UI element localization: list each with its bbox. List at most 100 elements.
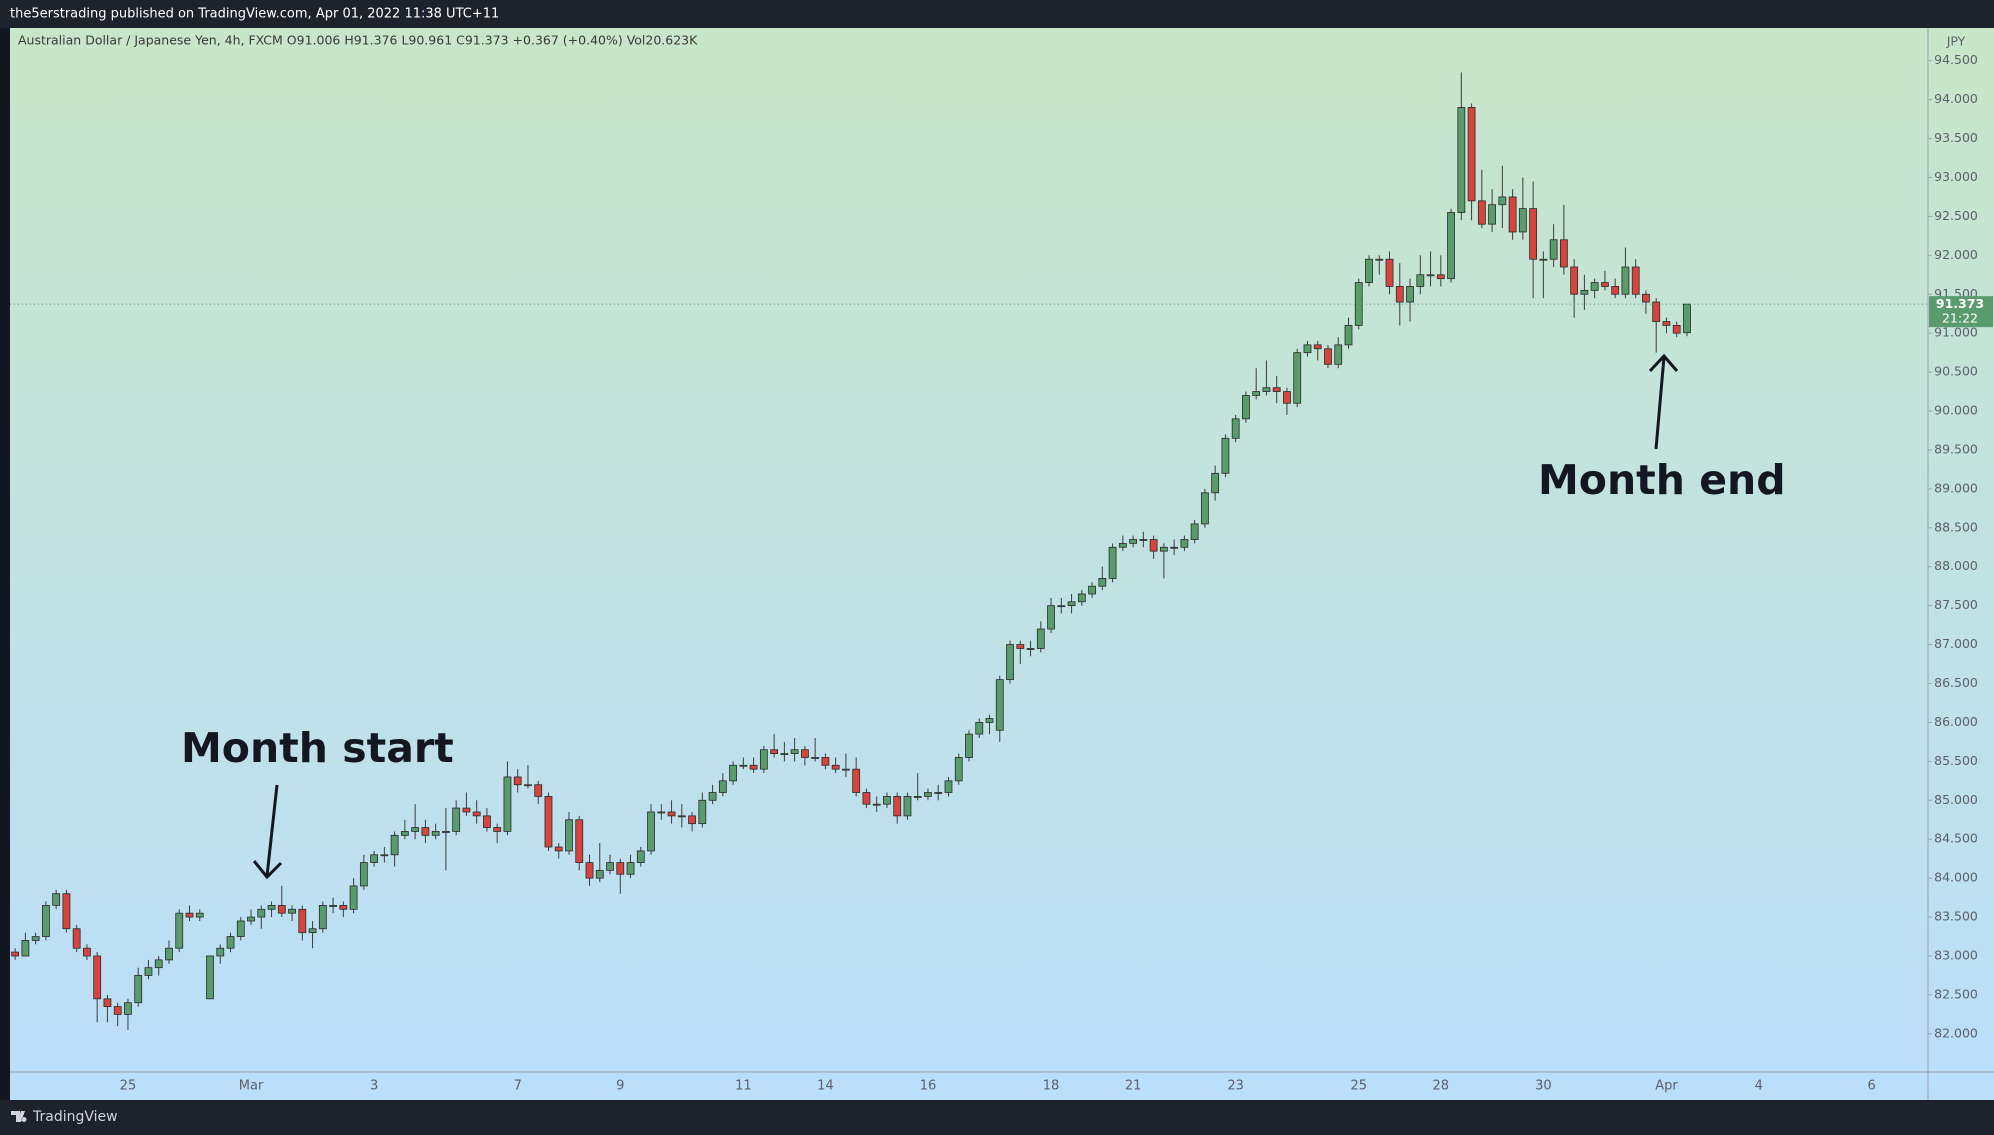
x-tick-label: 21 (1125, 1079, 1142, 1094)
x-tick-label: Mar (239, 1079, 264, 1094)
brand-name: TradingView (32, 1109, 118, 1125)
arrow-month-start (265, 784, 279, 877)
candle-body (103, 998, 112, 1008)
candle-body (493, 827, 502, 832)
candle-body (277, 904, 286, 914)
candle-body (124, 1002, 132, 1015)
candle-body (93, 955, 102, 1000)
candle-body (339, 904, 348, 910)
y-tick-label: 82.000 (1934, 1025, 1978, 1040)
candle-body (1088, 585, 1096, 595)
candle-body (924, 792, 932, 797)
y-tick-label: 88.000 (1934, 558, 1978, 573)
candle-body (1580, 289, 1589, 295)
candle-body (31, 936, 40, 941)
candle-body (1488, 204, 1496, 225)
candle-body (1652, 301, 1661, 322)
candle-body (811, 757, 820, 759)
candle-body (1631, 266, 1640, 295)
y-tick-label: 84.000 (1934, 870, 1978, 885)
candle-body (1426, 274, 1435, 277)
candle-body (667, 811, 676, 817)
x-tick-label: 9 (616, 1079, 624, 1094)
candle-body (636, 850, 645, 863)
y-tick-label: 91.000 (1934, 325, 1978, 340)
candle-body (1067, 601, 1076, 607)
y-tick-label: 83.000 (1934, 948, 1978, 963)
candle-body (165, 947, 173, 961)
candle-body (462, 807, 471, 813)
candle-body (1416, 274, 1425, 287)
candle-body (657, 811, 666, 814)
chart-background (10, 28, 1994, 1100)
footer-bar (0, 1100, 1994, 1135)
candle-body (1549, 239, 1558, 260)
y-tick-label: 92.500 (1934, 208, 1978, 223)
x-tick-label: 3 (370, 1079, 378, 1094)
candle-body (442, 831, 450, 833)
annotation-month-start: Month start (181, 724, 454, 772)
countdown-label: 21:22 (1942, 311, 1978, 326)
candle-body (380, 854, 389, 857)
candle-body (954, 757, 963, 782)
candle-body (1283, 391, 1291, 404)
candle-body (677, 815, 686, 818)
candle-body (288, 908, 296, 914)
candle-body (154, 959, 163, 969)
y-tick-label: 89.500 (1934, 441, 1978, 456)
candle-body (431, 831, 440, 836)
candle-body (370, 854, 379, 863)
y-tick-label: 90.000 (1934, 403, 1978, 418)
x-tick-label: 11 (735, 1079, 752, 1094)
candle-body (575, 819, 584, 863)
candle-body (41, 904, 50, 937)
candle-body (1303, 344, 1312, 354)
candle-body (595, 869, 604, 879)
y-tick-label: 87.500 (1934, 597, 1978, 612)
candle-body (1529, 208, 1538, 260)
candle-body (452, 807, 461, 832)
candle-body (965, 733, 973, 758)
candle-body (872, 803, 881, 806)
y-tick-label: 92.000 (1934, 247, 1978, 262)
last-price-box (1929, 296, 1993, 328)
candle-body (483, 815, 491, 828)
candle-body (1252, 391, 1261, 396)
y-tick-label: 94.500 (1934, 52, 1978, 67)
candle-body (903, 796, 912, 817)
candle-body (585, 862, 594, 879)
x-tick-label: 23 (1227, 1079, 1244, 1094)
candle-body (790, 749, 799, 754)
candle-body (1539, 258, 1548, 261)
y-tick-label: 86.000 (1934, 714, 1978, 729)
candle-body (144, 967, 153, 976)
x-tick-label: 25 (1350, 1079, 1367, 1094)
candle-body (975, 722, 984, 735)
x-tick-label: 28 (1433, 1079, 1450, 1094)
candle-body (883, 796, 891, 805)
candle-body (1118, 542, 1127, 548)
candle-body (1170, 546, 1179, 549)
candle-body (749, 764, 758, 770)
candle-body (1611, 286, 1620, 295)
candle-body (1016, 644, 1025, 649)
last-price-label: 91.373 (1936, 296, 1984, 311)
candle-body (52, 893, 61, 906)
candle-body (1139, 539, 1148, 541)
candle-body (544, 796, 553, 848)
candle-body (1590, 282, 1599, 291)
candle-body (411, 827, 420, 832)
arrow-month-end (1654, 356, 1666, 450)
x-tick-label: 16 (920, 1079, 937, 1094)
candle-body (1601, 282, 1609, 287)
candle-body (1077, 593, 1086, 603)
candle-body (472, 811, 481, 817)
candle-body (1344, 324, 1353, 346)
candle-body (1026, 648, 1035, 650)
candle-body (800, 749, 809, 758)
candle-body (985, 718, 994, 723)
candle-body (1621, 266, 1630, 295)
x-tick-label: 7 (514, 1079, 522, 1094)
candle-body (1108, 546, 1117, 579)
